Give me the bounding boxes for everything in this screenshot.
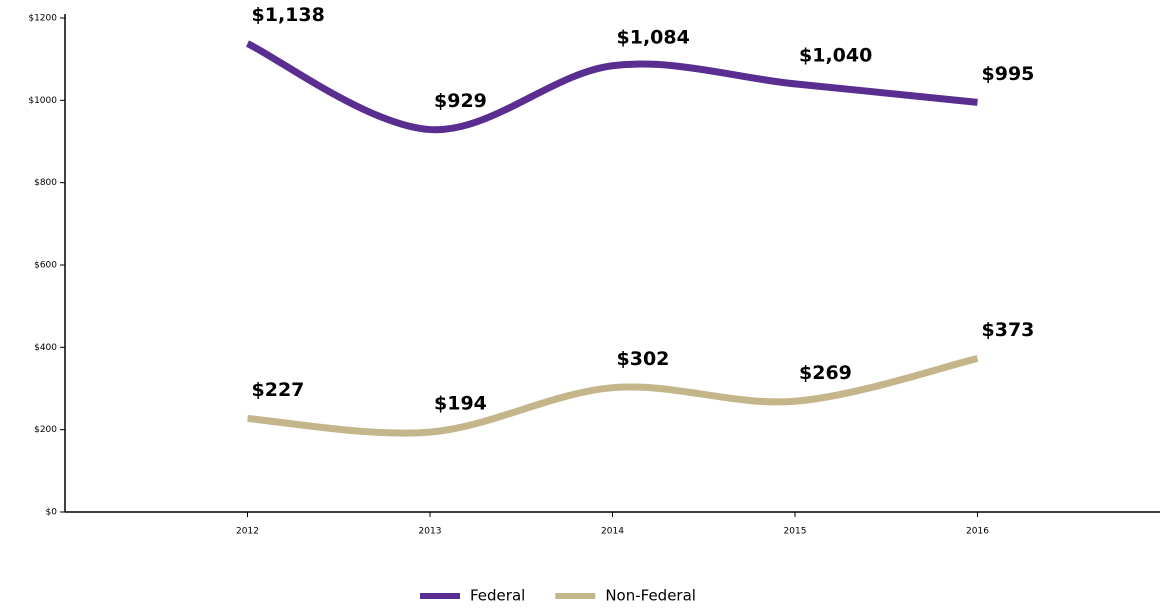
data-label: $373 <box>982 319 1035 341</box>
series-line <box>245 40 978 134</box>
y-tick-label: $800 <box>34 178 57 188</box>
data-label: $302 <box>617 348 670 370</box>
x-tick-label: 2014 <box>601 527 624 537</box>
series-line <box>247 355 979 437</box>
data-label: $1,040 <box>799 44 872 66</box>
data-label: $269 <box>799 362 852 384</box>
x-tick-label: 2013 <box>419 527 442 537</box>
data-label: $1,138 <box>252 4 325 26</box>
y-tick-label: $600 <box>34 261 57 271</box>
x-tick-label: 2015 <box>784 527 807 537</box>
x-tick-label: 2016 <box>966 527 989 537</box>
y-tick-label: $400 <box>34 343 57 353</box>
y-tick-label: $1000 <box>28 96 57 106</box>
legend-label: Non-Federal <box>605 587 696 605</box>
y-tick-label: $1200 <box>28 14 57 24</box>
y-tick-label: $200 <box>34 425 57 435</box>
data-label: $1,084 <box>617 26 690 48</box>
y-tick-label: $0 <box>46 508 58 518</box>
x-tick-label: 2012 <box>236 527 259 537</box>
data-label: $227 <box>252 379 305 401</box>
legend-label: Federal <box>470 587 525 605</box>
data-label: $194 <box>434 393 487 415</box>
data-label: $995 <box>982 63 1035 85</box>
data-label: $929 <box>434 90 487 112</box>
